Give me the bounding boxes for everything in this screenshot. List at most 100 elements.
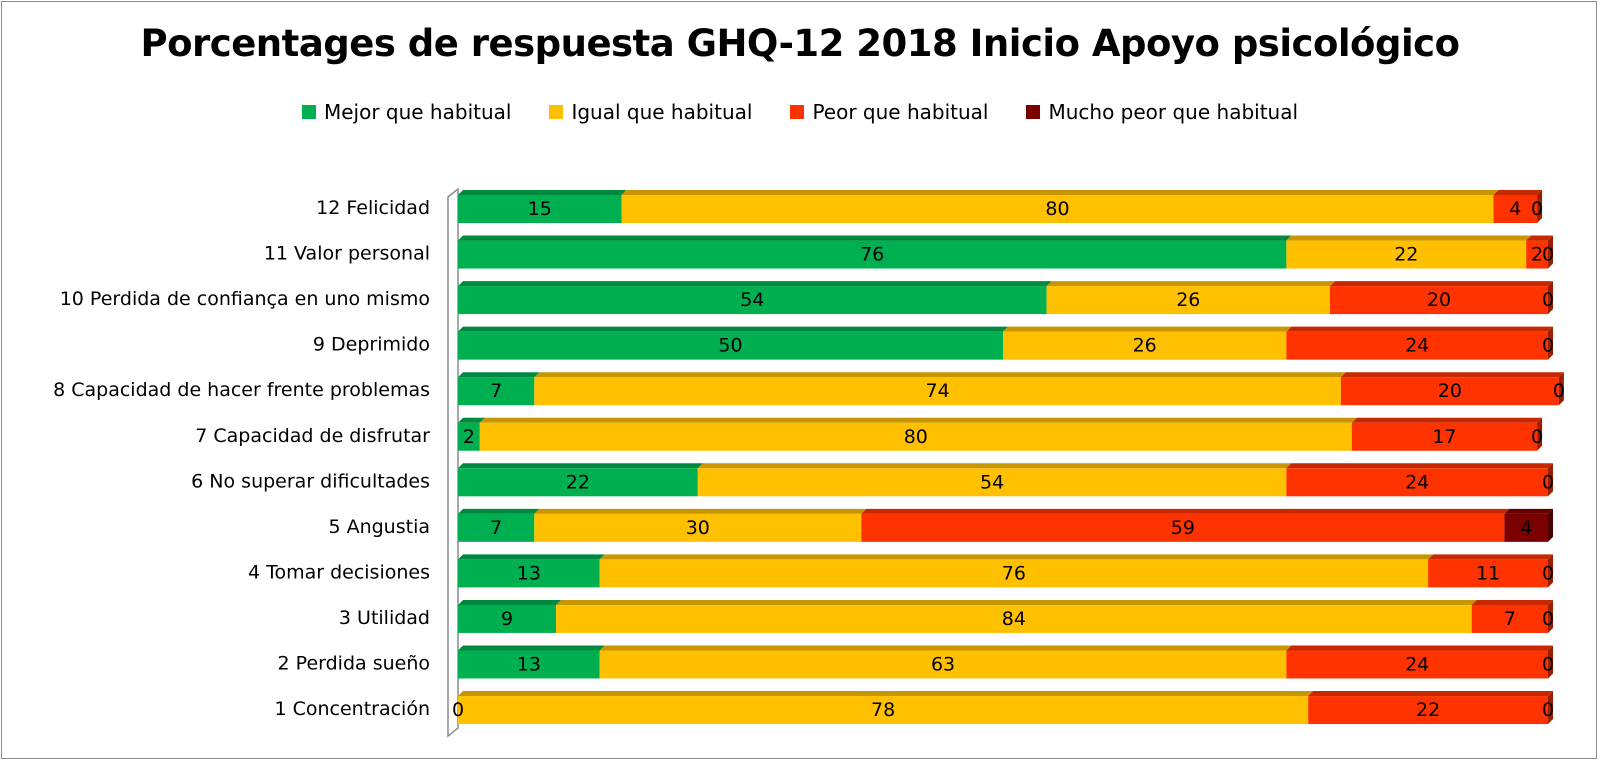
bar-segment <box>1286 645 1553 679</box>
category-label: 7 Capacidad de disfrutar <box>195 425 430 447</box>
data-label: 24 <box>1405 335 1429 357</box>
data-label: 0 <box>1531 198 1543 220</box>
bar-segment <box>534 508 867 542</box>
category-label: 11 Valor personal <box>264 243 430 265</box>
data-label: 80 <box>904 426 928 448</box>
data-label: 0 <box>1542 289 1554 311</box>
bar-segment <box>1428 554 1553 588</box>
data-label: 0 <box>1542 562 1554 584</box>
bar-segment <box>458 508 540 542</box>
category-label: 6 No superar dificultades <box>191 470 430 492</box>
bar-segment <box>1493 190 1543 223</box>
bar-segment <box>458 691 1314 725</box>
data-label: 30 <box>686 517 710 539</box>
data-label: 0 <box>1542 335 1554 357</box>
legend-item-mucho-peor: Mucho peor que habitual <box>1026 100 1298 124</box>
bar-end-face <box>1548 235 1553 269</box>
bar-segment <box>599 554 1434 588</box>
bar-segment <box>458 599 562 633</box>
bar-segment <box>1504 508 1553 542</box>
legend-label-mucho-peor: Mucho peor que habitual <box>1048 100 1299 124</box>
data-label: 7 <box>490 517 502 539</box>
data-label: 13 <box>517 654 541 676</box>
bar-end-face <box>1548 463 1553 497</box>
bar-end-face <box>1548 599 1553 633</box>
data-label: 0 <box>1542 471 1554 493</box>
data-label: 24 <box>1405 471 1429 493</box>
bar-end-face <box>1537 417 1543 451</box>
bar-segment <box>599 645 1292 679</box>
legend-label-igual: Igual que habitual <box>571 100 753 124</box>
bar-segment <box>1286 463 1553 497</box>
bar-segment <box>1471 599 1553 633</box>
category-label: 9 Deprimido <box>313 334 430 356</box>
bar-segment <box>458 190 627 223</box>
data-label: 4 <box>1509 198 1521 220</box>
legend-swatch-mejor <box>301 105 316 119</box>
category-label: 5 Angustia <box>328 516 430 538</box>
bar-segment <box>458 554 605 588</box>
bar-end-face <box>1548 281 1553 315</box>
bar-segment <box>556 599 1477 633</box>
axis-wall <box>447 187 459 738</box>
data-label: 26 <box>1133 335 1157 357</box>
data-label: 15 <box>528 198 552 220</box>
bar-segment <box>621 190 1499 223</box>
bar-end-face <box>1548 326 1553 360</box>
data-label: 63 <box>931 654 955 676</box>
category-label: 8 Capacidad de hacer frente problemas <box>53 379 430 401</box>
bar-segment <box>697 463 1292 497</box>
bar-segment <box>458 417 485 451</box>
bar-segment <box>458 281 1052 315</box>
data-label: 20 <box>1438 380 1462 402</box>
legend-label-peor: Peor que habitual <box>812 100 989 124</box>
bar-segment <box>1286 326 1553 360</box>
legend-swatch-igual <box>549 105 564 119</box>
data-label: 0 <box>1542 244 1554 266</box>
data-label: 9 <box>501 608 513 630</box>
chart-title: Porcentages de respuesta GHQ-12 2018 Ini… <box>140 22 1461 65</box>
bar-end-face <box>1548 691 1553 725</box>
bar-segment <box>1046 281 1335 315</box>
data-label: 54 <box>980 471 1004 493</box>
data-label: 50 <box>718 335 742 357</box>
data-label: 13 <box>517 562 541 584</box>
data-label: 22 <box>1394 244 1418 266</box>
data-label: 26 <box>1176 289 1200 311</box>
legend-swatch-peor <box>790 105 805 119</box>
bar-segment <box>458 235 1292 269</box>
data-label: 0 <box>1531 426 1543 448</box>
category-label: 2 Perdida sueño <box>278 653 430 675</box>
data-label: 59 <box>1171 517 1195 539</box>
bar-segment <box>534 372 1346 406</box>
bar-end-face <box>1558 372 1564 406</box>
bar-end-face <box>1548 554 1553 588</box>
legend-label-mejor: Mejor que habitual <box>323 100 512 124</box>
data-label: 54 <box>740 289 764 311</box>
bar-end-face <box>1548 508 1553 542</box>
data-label: 22 <box>566 471 590 493</box>
data-label: 0 <box>1542 699 1554 721</box>
category-label: 10 Perdida de confiança en uno mismo <box>60 288 430 310</box>
category-label: 1 Concentración <box>274 698 430 720</box>
data-label: 4 <box>1520 517 1532 539</box>
data-label: 0 <box>1542 654 1554 676</box>
bar-segment <box>1286 235 1532 269</box>
legend-item-igual: Igual que habitual <box>549 100 752 124</box>
data-label: 78 <box>871 699 895 721</box>
bar-segment <box>1308 691 1553 725</box>
bar-segment <box>1351 417 1543 451</box>
data-label: 7 <box>490 380 502 402</box>
data-label: 76 <box>1002 562 1026 584</box>
data-label: 0 <box>1542 608 1554 630</box>
legend-item-mejor: Mejor que habitual <box>301 100 512 124</box>
bar-segment <box>458 372 540 406</box>
data-label: 17 <box>1432 426 1456 448</box>
data-label: 0 <box>452 699 464 721</box>
bar-segment <box>861 508 1510 542</box>
category-label: 12 Felicidad <box>316 197 430 219</box>
category-label: 4 Tomar decisiones <box>248 561 430 583</box>
data-label: 74 <box>926 380 950 402</box>
bar-segment <box>1340 372 1564 406</box>
